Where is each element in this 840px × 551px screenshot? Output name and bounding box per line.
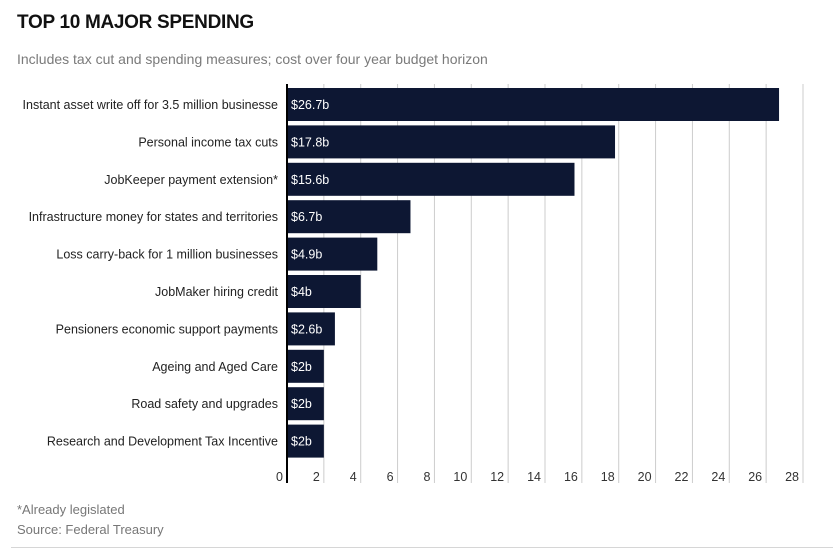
- chart-subtitle: Includes tax cut and spending measures; …: [17, 51, 488, 67]
- x-tick-label: 28: [785, 470, 799, 484]
- x-tick-label: 20: [638, 470, 652, 484]
- x-tick-label: 0: [276, 470, 283, 484]
- bars: $26.7b $17.8b $15.6b $6.7b $4.9b $4b $2.6b $2b $…: [287, 88, 780, 458]
- bar-value-label: $17.8b: [291, 135, 329, 149]
- x-axis-ticks: 0 2 4 6 8 10 12 14 16 18 20 22 24 26 28: [276, 470, 799, 484]
- category-label: Infrastructure money for states and terr…: [29, 210, 278, 224]
- bar: [287, 312, 335, 346]
- category-label: JobMaker hiring credit: [155, 285, 278, 299]
- bar-value-label: $4.9b: [291, 248, 322, 262]
- bar: [287, 349, 324, 383]
- x-tick-label: 2: [313, 470, 320, 484]
- bar: [287, 88, 780, 121]
- x-tick-label: 16: [564, 470, 578, 484]
- x-tick-label: 26: [748, 470, 762, 484]
- x-tick-label: 6: [387, 470, 394, 484]
- footnote: *Already legislated: [17, 502, 125, 517]
- category-label: Road safety and upgrades: [131, 397, 278, 411]
- bar-value-label: $26.7b: [291, 98, 329, 112]
- bar: [287, 275, 361, 308]
- bar: [287, 125, 616, 159]
- x-tick-label: 18: [601, 470, 615, 484]
- bar-value-label: $2b: [291, 397, 312, 411]
- x-tick-label: 14: [527, 470, 541, 484]
- category-label: Research and Development Tax Incentive: [47, 435, 278, 449]
- category-label: Pensioners economic support payments: [56, 322, 278, 336]
- chart-title: TOP 10 MAJOR SPENDING: [17, 12, 254, 33]
- category-label: Personal income tax cuts: [138, 135, 278, 149]
- x-tick-label: 4: [350, 470, 357, 484]
- source-note: Source: Federal Treasury: [17, 522, 164, 537]
- x-tick-label: 24: [711, 470, 725, 484]
- bar: [287, 162, 575, 196]
- x-tick-label: 12: [490, 470, 504, 484]
- bar-value-label: $4b: [291, 285, 312, 299]
- bar: [287, 387, 324, 421]
- x-tick-label: 8: [423, 470, 430, 484]
- bar-value-label: $2.6b: [291, 322, 322, 336]
- category-labels: Instant asset write off for 3.5 million …: [23, 98, 279, 449]
- bar-chart: $26.7b $17.8b $15.6b $6.7b $4.9b $4b $2.6b $2b $…: [23, 84, 804, 484]
- bar: [287, 237, 378, 271]
- bottom-divider: [11, 547, 833, 548]
- bar: [287, 200, 411, 234]
- category-label: Instant asset write off for 3.5 million …: [23, 98, 278, 112]
- bar: [287, 424, 324, 458]
- x-tick-label: 10: [453, 470, 467, 484]
- bar-value-label: $15.6b: [291, 173, 329, 187]
- bar-value-label: $2b: [291, 435, 312, 449]
- bar-value-label: $6.7b: [291, 210, 322, 224]
- bar-value-label: $2b: [291, 360, 312, 374]
- category-label: JobKeeper payment extension*: [104, 173, 278, 187]
- category-label: Loss carry-back for 1 million businesses: [56, 248, 278, 262]
- category-label: Ageing and Aged Care: [152, 360, 278, 374]
- x-tick-label: 22: [675, 470, 689, 484]
